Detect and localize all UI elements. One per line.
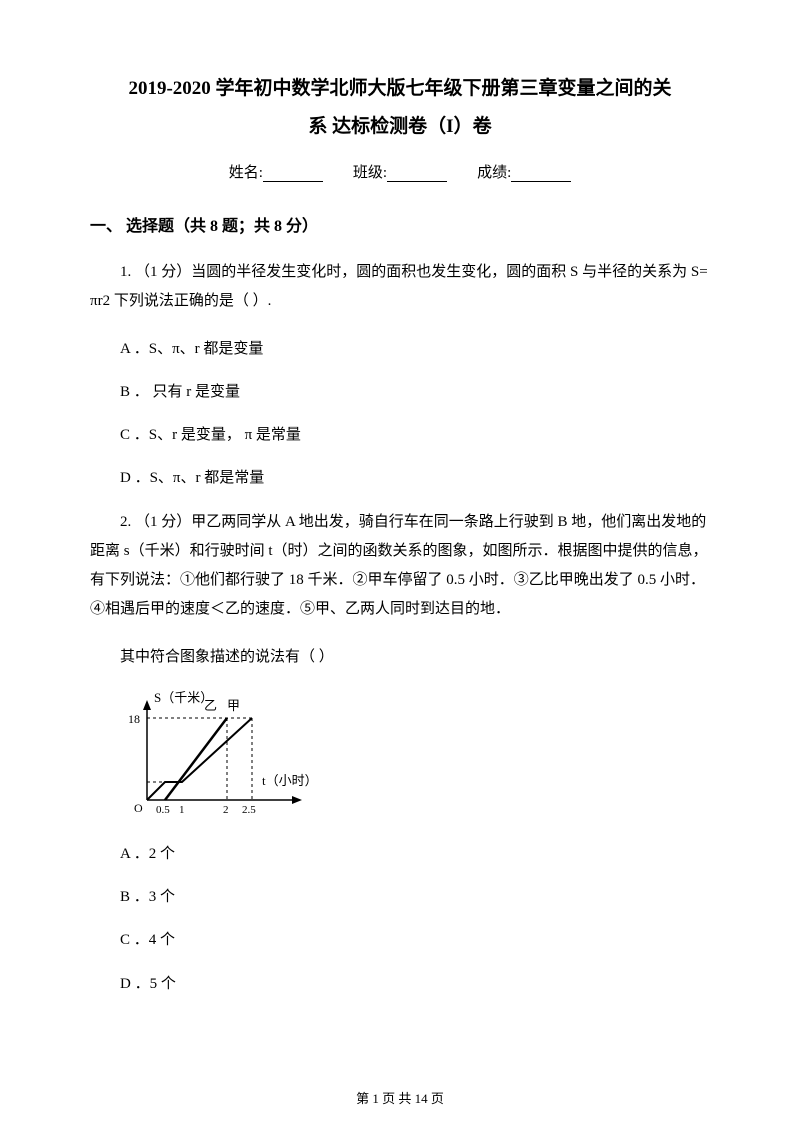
x-axis-label: t（小时）	[262, 773, 318, 788]
student-info: 姓名: 班级: 成绩:	[90, 161, 710, 182]
q2-option-b: B ．3 个	[90, 883, 710, 912]
class-blank	[387, 166, 447, 182]
section-1-header: 一、 选择题（共 8 题；共 8 分）	[90, 212, 710, 236]
q1-option-d: D ．S、π、r 都是常量	[90, 464, 710, 493]
question-2-sub: 其中符合图象描述的说法有（ ）	[90, 643, 710, 672]
line-jia	[147, 718, 252, 800]
x-tick-0: 0.5	[156, 804, 170, 816]
series-label-yi: 乙	[204, 698, 217, 713]
x-tick-1: 1	[179, 804, 185, 816]
x-tick-3: 2.5	[242, 804, 256, 816]
line-yi	[165, 718, 227, 800]
y-axis-arrow	[143, 700, 151, 710]
q2-option-d: D ．5 个	[90, 970, 710, 999]
q1-option-a: A ．S、π、r 都是变量	[90, 335, 710, 364]
question-1-stem: 1. （1 分）当圆的半径发生变化时，圆的面积也发生变化，圆的面积 S 与半径的…	[90, 258, 710, 317]
class-label: 班级:	[353, 165, 387, 181]
question-2-stem: 2. （1 分）甲乙两同学从 A 地出发，骑自行车在同一条路上行驶到 B 地，他…	[90, 508, 710, 625]
page-footer: 第 1 页 共 14 页	[0, 1088, 800, 1107]
title-line2: 系 达标检测卷（I）卷	[308, 116, 491, 137]
line-chart-svg: S（千米） 乙 甲 18 O 0.5 1 2 2.5 t（小时）	[122, 690, 322, 825]
q1-option-c: C ．S、r 是变量， π 是常量	[90, 421, 710, 450]
origin-label: O	[134, 801, 143, 815]
score-blank	[511, 166, 571, 182]
q2-chart: S（千米） 乙 甲 18 O 0.5 1 2 2.5 t（小时）	[122, 690, 710, 825]
x-axis-arrow	[292, 796, 302, 804]
q2-option-c: C ．4 个	[90, 926, 710, 955]
title-line1: 2019-2020 学年初中数学北师大版七年级下册第三章变量之间的关	[128, 78, 671, 99]
q1-option-b: B ． 只有 r 是变量	[90, 378, 710, 407]
series-label-jia: 甲	[227, 698, 240, 713]
score-label: 成绩:	[477, 165, 511, 181]
q2-option-a: A ．2 个	[90, 840, 710, 869]
name-label: 姓名:	[229, 165, 263, 181]
x-tick-2: 2	[223, 804, 229, 816]
name-blank	[263, 166, 323, 182]
y-tick-18: 18	[128, 712, 140, 726]
